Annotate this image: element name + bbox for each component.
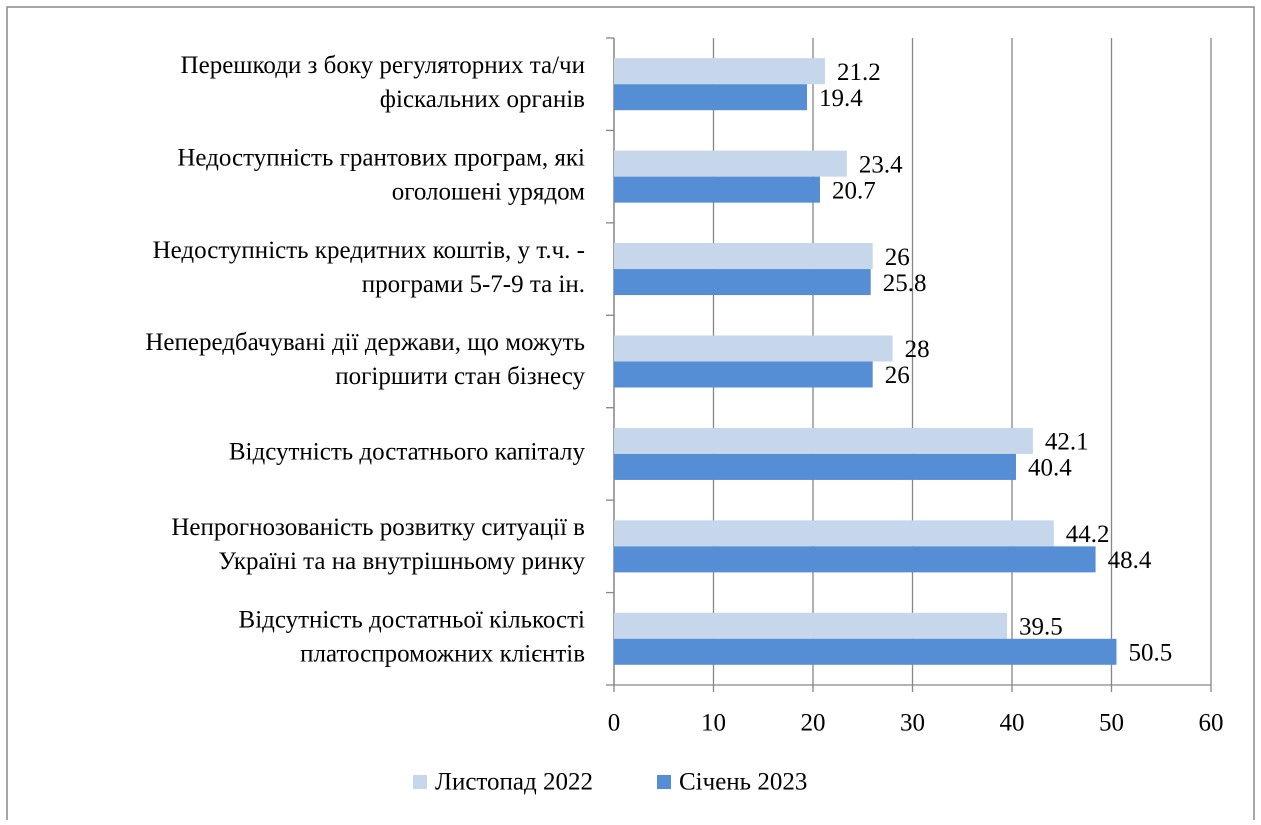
y-tick-label: Відсутність достатнього капіталу xyxy=(229,439,586,466)
bar xyxy=(614,546,1096,573)
bar xyxy=(614,335,893,362)
value-label: 26 xyxy=(885,362,910,389)
bar xyxy=(614,612,1008,639)
x-tick-label: 20 xyxy=(801,710,826,737)
y-tick-label: програми 5-7-9 та ін. xyxy=(362,271,585,298)
value-label: 20.7 xyxy=(832,177,876,204)
y-tick-label: фіскальних органів xyxy=(380,86,585,113)
value-label: 42.1 xyxy=(1045,429,1089,456)
legend-label: Січень 2023 xyxy=(679,769,807,796)
y-tick-label: оголошені урядом xyxy=(392,178,585,205)
y-tick-label: Непрогнозованість розвитку ситуації в xyxy=(171,514,585,541)
value-label: 40.4 xyxy=(1028,455,1072,482)
x-tick-label: 40 xyxy=(1000,710,1025,737)
value-label: 50.5 xyxy=(1128,640,1172,667)
y-tick-label: Україні та на внутрішньому ринку xyxy=(218,548,585,575)
y-tick-label: Недоступність грантових програм, які xyxy=(177,144,585,171)
value-label: 26 xyxy=(885,244,910,271)
value-label: 21.2 xyxy=(837,59,881,86)
bar xyxy=(614,176,820,203)
value-label: 39.5 xyxy=(1019,614,1063,641)
legend-swatch xyxy=(413,775,427,789)
bar xyxy=(614,361,873,388)
bar xyxy=(614,520,1054,547)
value-label: 19.4 xyxy=(819,85,863,112)
value-label: 25.8 xyxy=(883,270,927,297)
x-tick-label: 50 xyxy=(1099,710,1124,737)
legend-swatch xyxy=(657,775,671,789)
y-tick-label: погіршити стан бізнесу xyxy=(335,363,585,390)
y-tick-label: Непередбачувані дії держави, що можуть xyxy=(145,329,585,356)
value-label: 23.4 xyxy=(859,151,903,178)
value-label: 44.2 xyxy=(1066,521,1110,548)
x-tick-label: 10 xyxy=(701,710,726,737)
value-label: 48.4 xyxy=(1108,547,1152,574)
bar xyxy=(614,427,1033,454)
value-label: 28 xyxy=(905,336,930,363)
x-tick-label: 0 xyxy=(608,710,621,737)
y-tick-label: Відсутність достатньої кількості xyxy=(239,607,586,634)
x-tick-label: 30 xyxy=(900,710,925,737)
y-tick-label: платоспроможних клієнтів xyxy=(300,641,585,668)
x-tick-label: 60 xyxy=(1199,710,1224,737)
chart-border xyxy=(6,6,1255,825)
bar xyxy=(614,243,873,270)
bar xyxy=(614,58,825,85)
legend-label: Листопад 2022 xyxy=(435,769,593,796)
y-tick-label: Недоступність кредитних коштів, у т.ч. - xyxy=(153,237,585,264)
bar xyxy=(614,638,1117,665)
bar xyxy=(614,269,871,296)
y-tick-label: Перешкоди з боку регуляторних та/чи xyxy=(181,52,585,79)
bar xyxy=(614,150,847,177)
bar xyxy=(614,84,808,111)
bar xyxy=(614,453,1016,480)
